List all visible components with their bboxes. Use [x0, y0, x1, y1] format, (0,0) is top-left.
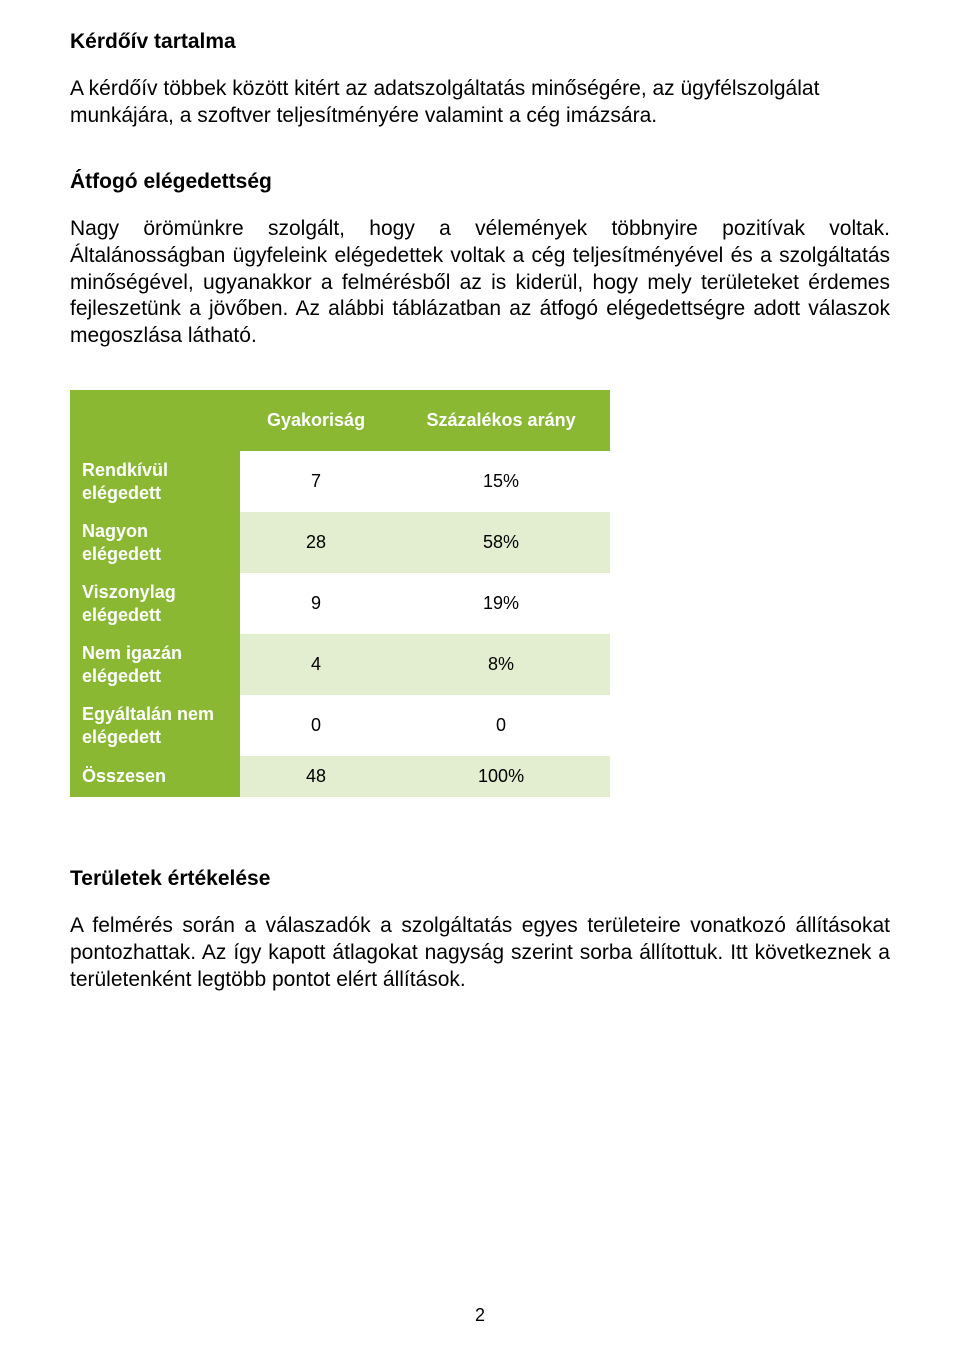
paragraph-atfogo-elegedettseg: Nagy örömünkre szolgált, hogy a vélemény…: [70, 216, 890, 350]
row-label: Viszonylag elégedett: [70, 573, 240, 634]
table-header-row: Gyakoriság Százalékos arány: [70, 390, 610, 451]
row-freq: 7: [240, 451, 392, 512]
satisfaction-table: Gyakoriság Százalékos arány Rendkívül el…: [70, 390, 610, 797]
satisfaction-table-container: Gyakoriság Százalékos arány Rendkívül el…: [70, 390, 890, 797]
row-freq: 0: [240, 695, 392, 756]
row-label: Nagyon elégedett: [70, 512, 240, 573]
row-freq: 4: [240, 634, 392, 695]
row-label: Nem igazán elégedett: [70, 634, 240, 695]
table-row: Viszonylag elégedett 9 19%: [70, 573, 610, 634]
table-row: Egyáltalán nem elégedett 0 0: [70, 695, 610, 756]
row-pct: 100%: [392, 756, 610, 797]
row-pct: 8%: [392, 634, 610, 695]
page-number: 2: [0, 1305, 960, 1326]
heading-atfogo-elegedettseg: Átfogó elégedettség: [70, 170, 890, 194]
section-atfogo-elegedettseg: Átfogó elégedettség Nagy örömünkre szolg…: [70, 170, 890, 350]
section-kerdoiv-tartalma: Kérdőív tartalma A kérdőív többek között…: [70, 30, 890, 130]
row-pct: 15%: [392, 451, 610, 512]
table-header-percentage: Százalékos arány: [392, 390, 610, 451]
row-freq: 48: [240, 756, 392, 797]
row-label: Rendkívül elégedett: [70, 451, 240, 512]
table-row: Összesen 48 100%: [70, 756, 610, 797]
table-row: Nem igazán elégedett 4 8%: [70, 634, 610, 695]
heading-teruletek-ertekelese: Területek értékelése: [70, 867, 890, 891]
table-header-frequency: Gyakoriság: [240, 390, 392, 451]
row-freq: 28: [240, 512, 392, 573]
row-pct: 0: [392, 695, 610, 756]
table-header-empty: [70, 390, 240, 451]
paragraph-teruletek-ertekelese: A felmérés során a válaszadók a szolgált…: [70, 913, 890, 994]
heading-kerdoiv-tartalma: Kérdőív tartalma: [70, 30, 890, 54]
row-label: Összesen: [70, 756, 240, 797]
section-teruletek-ertekelese: Területek értékelése A felmérés során a …: [70, 867, 890, 994]
row-freq: 9: [240, 573, 392, 634]
row-pct: 58%: [392, 512, 610, 573]
row-pct: 19%: [392, 573, 610, 634]
table-row: Nagyon elégedett 28 58%: [70, 512, 610, 573]
table-row: Rendkívül elégedett 7 15%: [70, 451, 610, 512]
paragraph-kerdoiv-tartalma: A kérdőív többek között kitért az adatsz…: [70, 76, 890, 130]
row-label: Egyáltalán nem elégedett: [70, 695, 240, 756]
